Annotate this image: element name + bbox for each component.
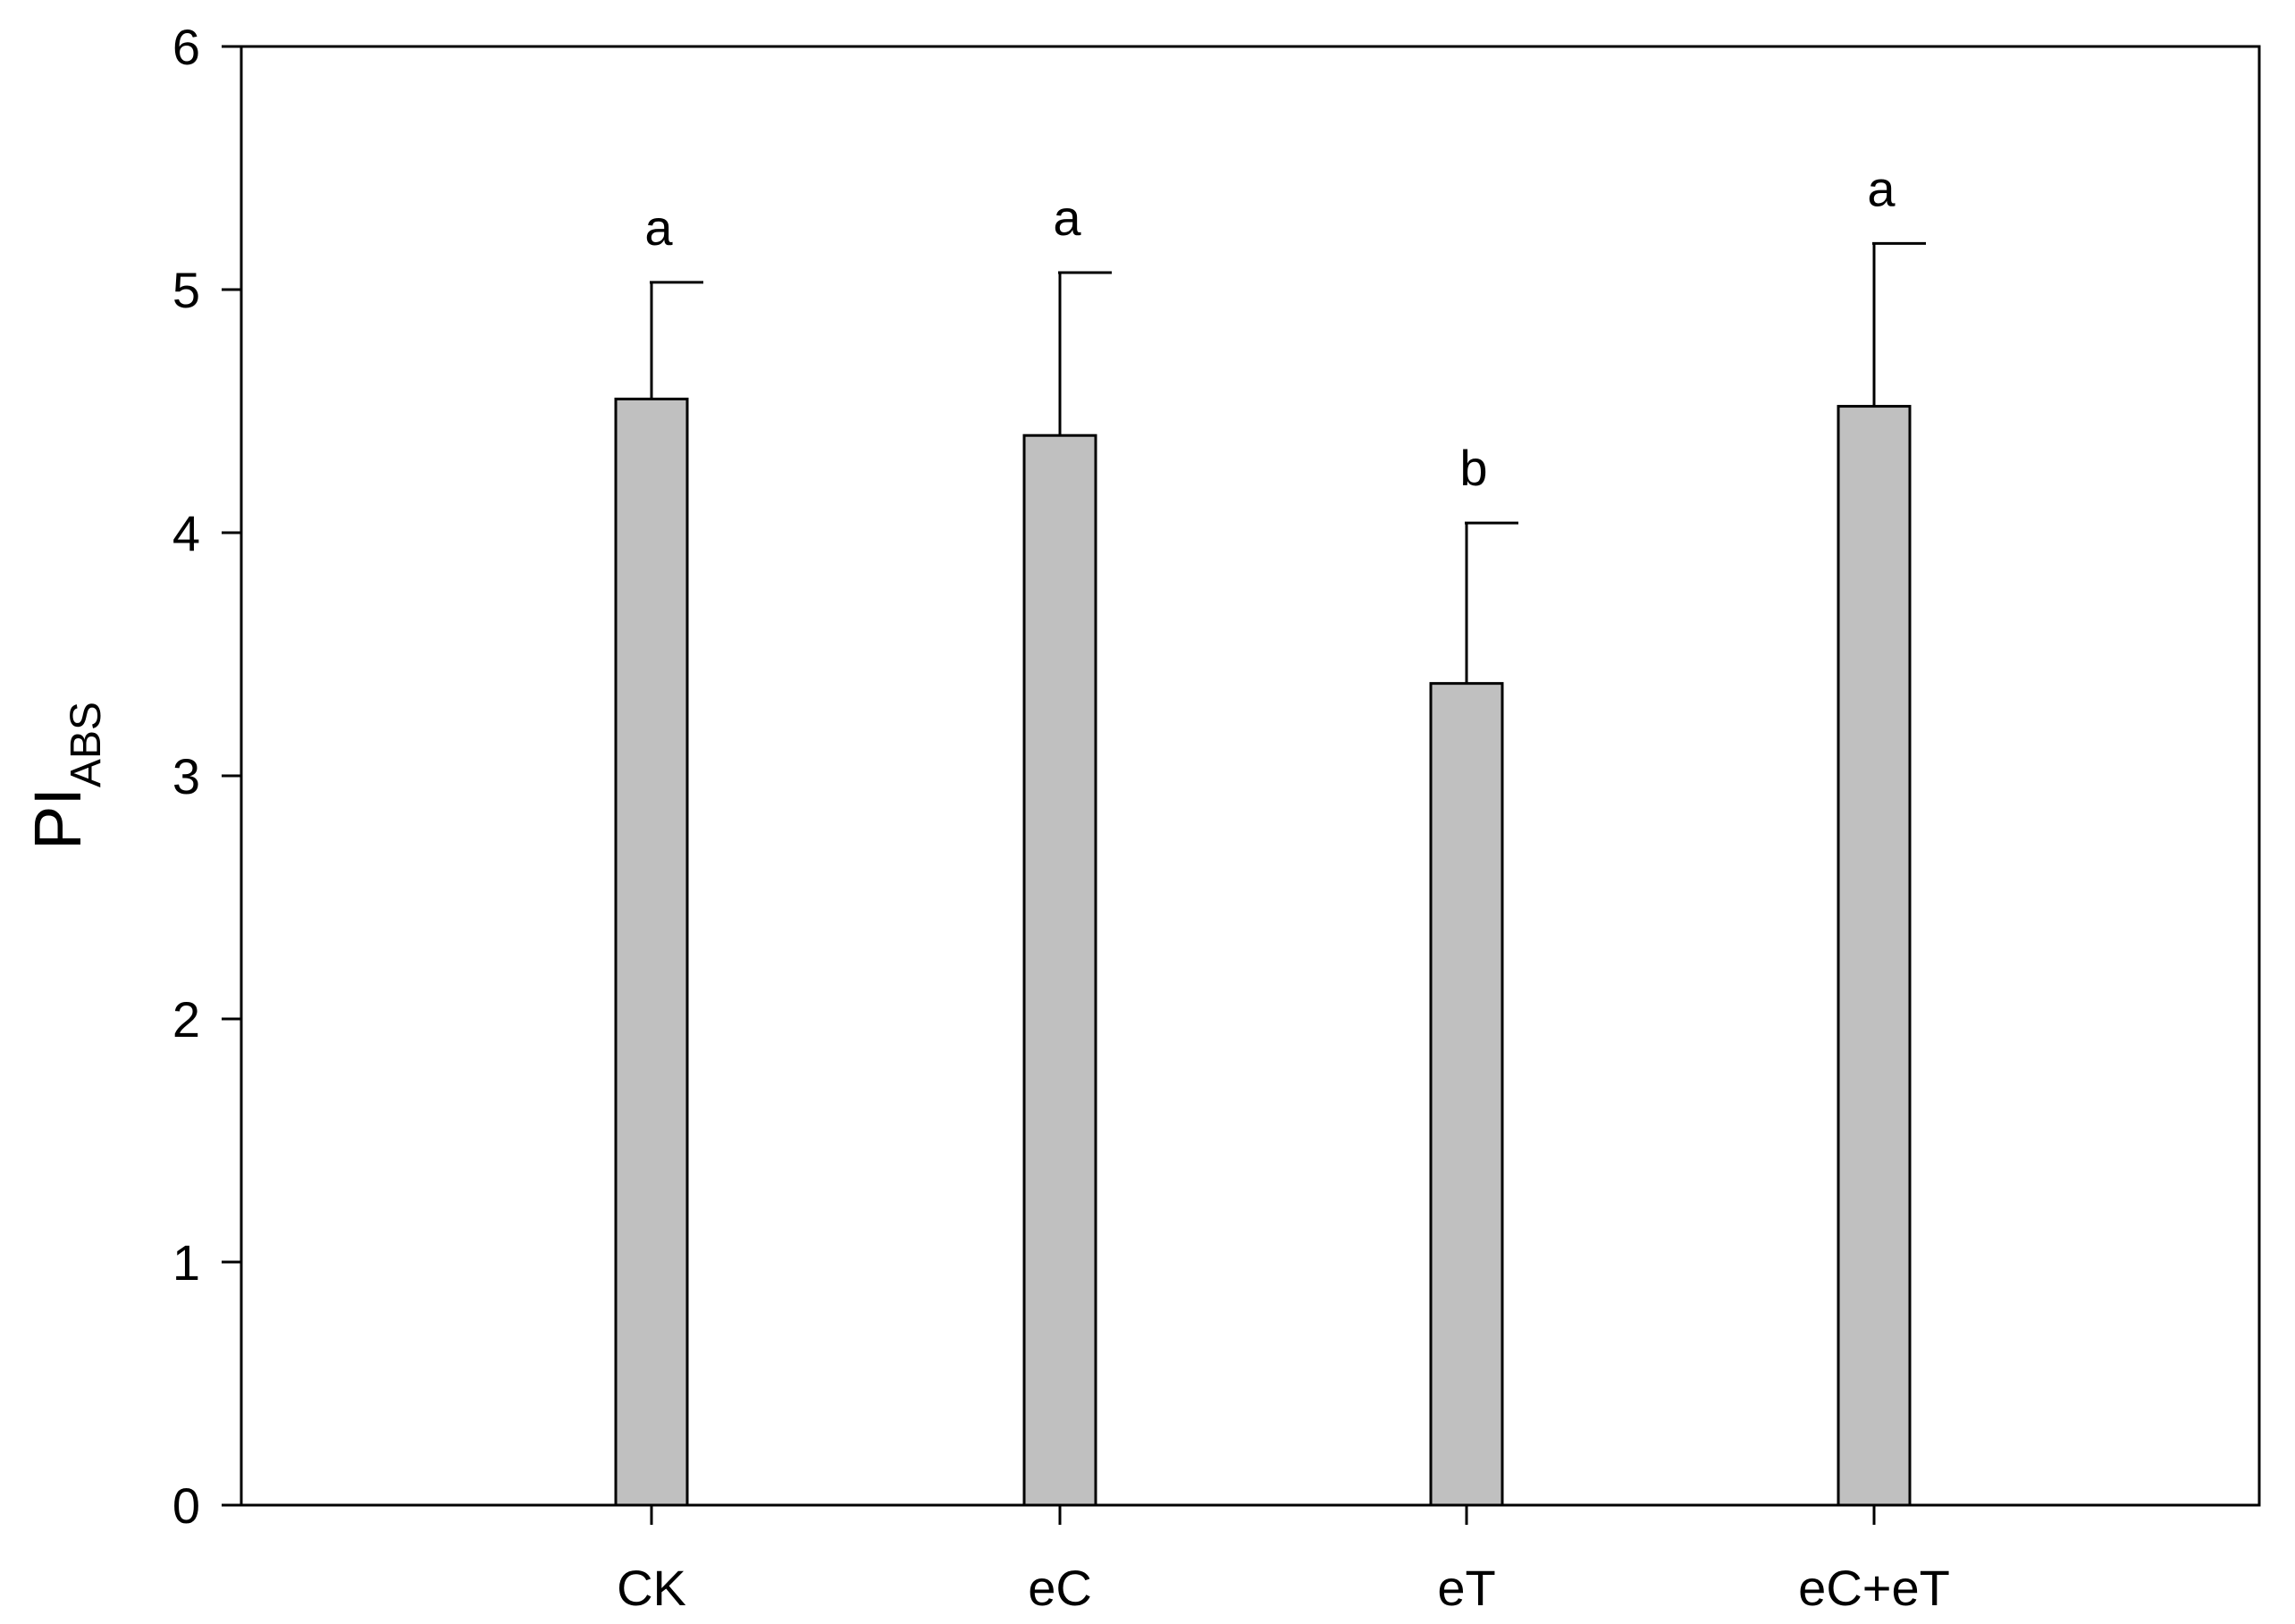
y-ticks bbox=[222, 45, 241, 1507]
y-axis-label-main: PI bbox=[21, 787, 95, 850]
y-tick-labels: 0 1 2 3 4 5 6 bbox=[172, 19, 200, 1534]
x-tick-label-ec: eC bbox=[1028, 1560, 1092, 1616]
significance-letter-et: b bbox=[1459, 440, 1487, 496]
x-tick-label-ck: CK bbox=[617, 1560, 686, 1616]
x-tick-label-ec-et: eC+eT bbox=[1798, 1560, 1950, 1616]
y-axis-label-subscript: ABS bbox=[63, 702, 110, 787]
significance-letter-ec: a bbox=[1053, 189, 1081, 246]
y-tick-label-0: 0 bbox=[172, 1477, 200, 1534]
error-bars bbox=[650, 241, 1926, 684]
y-axis-label: PIABS bbox=[21, 702, 110, 850]
y-tick-label-2: 2 bbox=[172, 991, 200, 1048]
bar-et bbox=[1429, 682, 1504, 1507]
x-ticks bbox=[650, 1505, 1876, 1525]
y-tick-label-1: 1 bbox=[172, 1234, 200, 1291]
bar-ec bbox=[1022, 433, 1097, 1507]
x-tick-label-et: eT bbox=[1437, 1560, 1495, 1616]
x-tick-labels: CK eC eT eC+eT bbox=[617, 1560, 1950, 1616]
y-tick-label-4: 4 bbox=[172, 505, 200, 561]
significance-letter-ck: a bbox=[644, 199, 673, 256]
bar-ec-et bbox=[1837, 405, 1912, 1507]
y-tick-label-6: 6 bbox=[172, 19, 200, 75]
y-tick-label-5: 5 bbox=[172, 262, 200, 318]
bars bbox=[614, 397, 1912, 1507]
y-tick-label-3: 3 bbox=[172, 748, 200, 804]
bar-ck bbox=[614, 397, 689, 1507]
plot-frame bbox=[240, 45, 2261, 1507]
significance-letters: a a b a bbox=[644, 160, 1896, 496]
significance-letter-ec-et: a bbox=[1867, 160, 1896, 216]
